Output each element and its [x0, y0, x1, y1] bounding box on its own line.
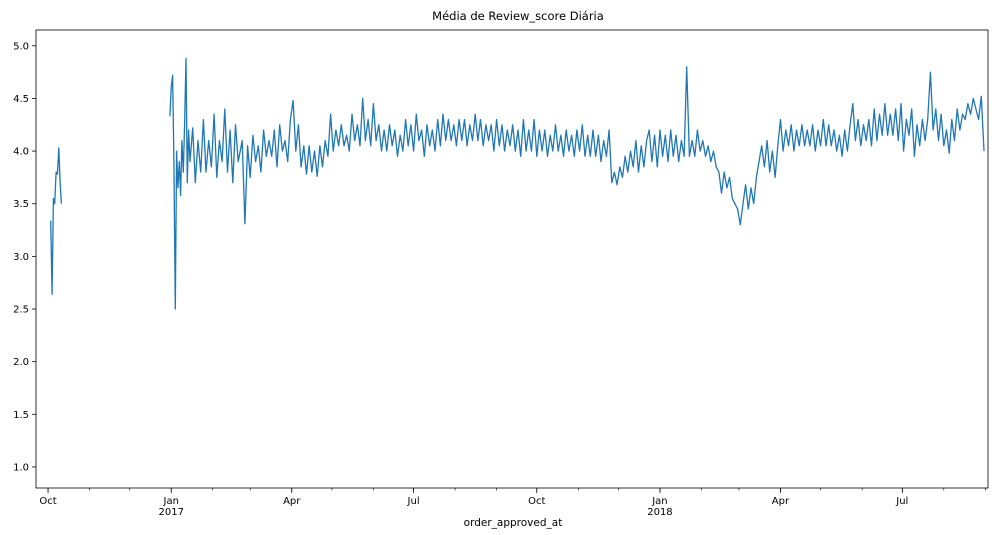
y-tick-label: 5.0 [13, 41, 29, 52]
x-tick-year-label: 2017 [159, 507, 184, 518]
x-tick-label: Oct [528, 496, 545, 507]
series-line [50, 147, 63, 295]
x-tick-year-label: 2018 [647, 507, 672, 518]
y-tick-label: 4.0 [13, 147, 29, 158]
y-tick-label: 4.5 [13, 94, 29, 105]
x-tick-label: Apr [772, 496, 790, 507]
x-axis-label: order_approved_at [464, 517, 563, 529]
y-tick-label: 2.0 [13, 357, 29, 368]
y-tick-label: 1.0 [13, 462, 29, 473]
x-tick-label: Jan [651, 496, 667, 507]
series-line [169, 57, 985, 310]
x-tick-label: Oct [39, 496, 56, 507]
y-axis: 1.0 1.5 2.0 2.5 3.0 3.5 4.0 4.5 5.0 [13, 41, 36, 473]
series-line-group [50, 57, 985, 310]
x-tick-label: Apr [283, 496, 301, 507]
y-tick-label: 3.0 [13, 252, 29, 263]
plot-frame [35, 29, 989, 489]
y-tick-label: 2.5 [13, 305, 29, 316]
x-tick-label: Jul [895, 496, 908, 507]
x-tick-label: Jan [163, 496, 179, 507]
x-tick-label: Jul [407, 496, 420, 507]
chart-title: Média de Review_score Diária [432, 9, 604, 23]
y-tick-label: 1.5 [13, 410, 29, 421]
y-tick-label: 3.5 [13, 199, 29, 210]
